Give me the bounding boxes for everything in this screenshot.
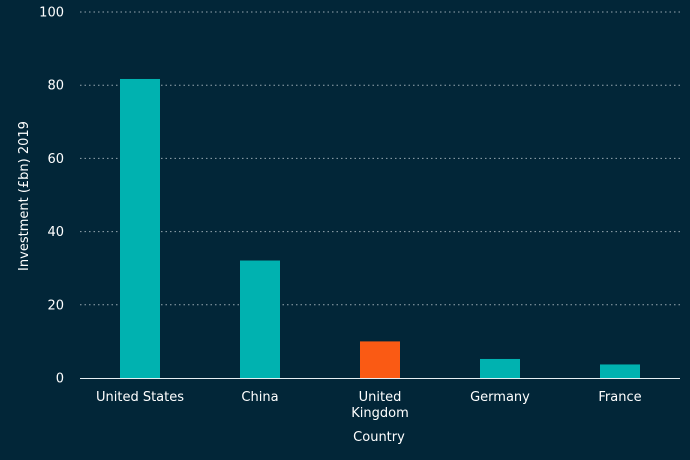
y-tick-label: 40	[47, 225, 64, 240]
bars	[120, 78, 640, 378]
x-tick-label-line: Kingdom	[351, 406, 409, 421]
y-tick-label: 20	[47, 298, 64, 313]
x-tick-label: France	[598, 390, 641, 405]
x-axis-tick-labels: United States China United Kingdom Germany Fr…	[96, 390, 642, 421]
x-axis-title: Country	[353, 430, 405, 445]
y-axis-tick-labels: 0 20 40 60 80 100	[39, 6, 64, 387]
y-tick-label: 80	[47, 79, 64, 94]
bar-united-states	[120, 78, 160, 378]
bar-france	[600, 364, 640, 378]
y-tick-label: 0	[56, 372, 64, 387]
x-tick-label-line: Germany	[470, 390, 530, 405]
x-tick-label-line: United States	[96, 390, 184, 405]
y-tick-label: 100	[39, 6, 64, 21]
bar-germany	[480, 358, 520, 378]
bar-china	[240, 260, 280, 378]
x-tick-label: United States	[96, 390, 184, 405]
x-tick-label-line: China	[241, 390, 278, 405]
y-tick-label: 60	[47, 152, 64, 167]
x-tick-label-line: United	[359, 390, 402, 405]
x-tick-label: United Kingdom	[351, 390, 409, 421]
y-axis-title: Investment (£bn) 2019	[17, 121, 32, 271]
gridlines	[80, 11, 680, 306]
bar-united-kingdom	[360, 341, 400, 378]
x-tick-label-line: France	[598, 390, 641, 405]
x-tick-label: Germany	[470, 390, 530, 405]
x-tick-label: China	[241, 390, 278, 405]
